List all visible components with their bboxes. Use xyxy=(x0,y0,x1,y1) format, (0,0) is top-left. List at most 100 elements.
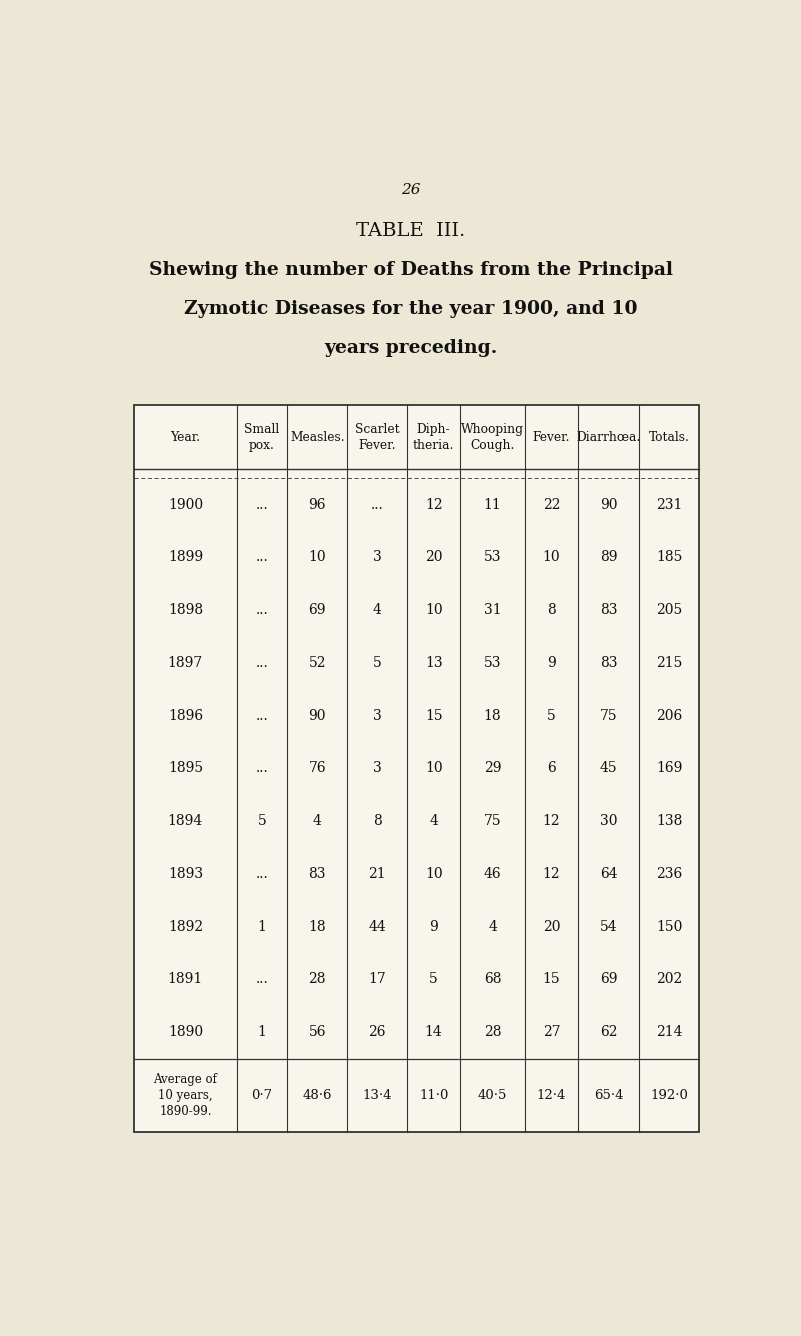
Text: Fever.: Fever. xyxy=(533,430,570,444)
Text: 1894: 1894 xyxy=(167,814,203,828)
Text: Totals.: Totals. xyxy=(649,430,690,444)
Text: 75: 75 xyxy=(600,708,618,723)
Text: 3: 3 xyxy=(372,762,381,775)
Text: 9: 9 xyxy=(547,656,556,669)
Text: 4: 4 xyxy=(372,603,381,617)
Text: 9: 9 xyxy=(429,919,438,934)
Text: 30: 30 xyxy=(600,814,618,828)
Text: 1898: 1898 xyxy=(168,603,203,617)
Text: ...: ... xyxy=(256,497,268,512)
Text: ...: ... xyxy=(256,973,268,986)
Text: 1900: 1900 xyxy=(168,497,203,512)
Text: 69: 69 xyxy=(600,973,618,986)
Text: 11: 11 xyxy=(484,497,501,512)
Text: 12: 12 xyxy=(542,867,560,880)
Text: 3: 3 xyxy=(372,708,381,723)
Text: 26: 26 xyxy=(400,183,421,196)
Text: 56: 56 xyxy=(308,1025,326,1039)
Text: 69: 69 xyxy=(308,603,326,617)
Text: 1899: 1899 xyxy=(168,550,203,564)
Text: 169: 169 xyxy=(656,762,682,775)
Text: Shewing the number of Deaths from the Principal: Shewing the number of Deaths from the Pr… xyxy=(148,261,673,279)
Text: 40·5: 40·5 xyxy=(478,1089,507,1102)
Text: 22: 22 xyxy=(542,497,560,512)
Text: years preceding.: years preceding. xyxy=(324,339,497,357)
Text: 29: 29 xyxy=(484,762,501,775)
Text: 53: 53 xyxy=(484,550,501,564)
Text: 10: 10 xyxy=(425,762,442,775)
Text: Diph-
theria.: Diph- theria. xyxy=(413,422,454,452)
Text: 8: 8 xyxy=(547,603,556,617)
Text: 46: 46 xyxy=(484,867,501,880)
Text: 20: 20 xyxy=(542,919,560,934)
Text: 5: 5 xyxy=(547,708,556,723)
Text: 1891: 1891 xyxy=(167,973,203,986)
Text: 150: 150 xyxy=(656,919,682,934)
Text: 64: 64 xyxy=(600,867,618,880)
Text: 13: 13 xyxy=(425,656,442,669)
Text: 138: 138 xyxy=(656,814,682,828)
Text: 1897: 1897 xyxy=(167,656,203,669)
Text: Zymotic Diseases for the year 1900, and 10: Zymotic Diseases for the year 1900, and … xyxy=(183,301,638,318)
Text: 13·4: 13·4 xyxy=(363,1089,392,1102)
Text: 236: 236 xyxy=(656,867,682,880)
Text: 18: 18 xyxy=(484,708,501,723)
Text: 6: 6 xyxy=(547,762,556,775)
Text: 96: 96 xyxy=(308,497,326,512)
Text: 44: 44 xyxy=(368,919,386,934)
Text: 48·6: 48·6 xyxy=(303,1089,332,1102)
Text: 192·0: 192·0 xyxy=(650,1089,688,1102)
Text: 5: 5 xyxy=(372,656,381,669)
Text: Small
pox.: Small pox. xyxy=(244,422,280,452)
Text: 4: 4 xyxy=(313,814,322,828)
Text: 15: 15 xyxy=(425,708,442,723)
Text: 17: 17 xyxy=(368,973,386,986)
Text: 1893: 1893 xyxy=(168,867,203,880)
Text: 12: 12 xyxy=(425,497,442,512)
Text: 5: 5 xyxy=(429,973,438,986)
Text: 1895: 1895 xyxy=(168,762,203,775)
Text: 206: 206 xyxy=(656,708,682,723)
Text: 45: 45 xyxy=(600,762,618,775)
Text: 83: 83 xyxy=(600,656,618,669)
Text: 62: 62 xyxy=(600,1025,618,1039)
Text: 83: 83 xyxy=(600,603,618,617)
Text: Measles.: Measles. xyxy=(290,430,344,444)
Text: ...: ... xyxy=(256,867,268,880)
Text: Year.: Year. xyxy=(171,430,200,444)
Text: 20: 20 xyxy=(425,550,442,564)
Text: 4: 4 xyxy=(488,919,497,934)
Text: 185: 185 xyxy=(656,550,682,564)
Text: 8: 8 xyxy=(372,814,381,828)
Text: 65·4: 65·4 xyxy=(594,1089,623,1102)
Text: 1: 1 xyxy=(257,919,267,934)
Text: ...: ... xyxy=(256,762,268,775)
Bar xyxy=(135,405,699,1133)
Text: 10: 10 xyxy=(542,550,560,564)
Text: 90: 90 xyxy=(308,708,326,723)
Text: 10: 10 xyxy=(425,867,442,880)
Text: TABLE  III.: TABLE III. xyxy=(356,222,465,240)
Text: 26: 26 xyxy=(368,1025,386,1039)
Text: 5: 5 xyxy=(258,814,266,828)
Text: 53: 53 xyxy=(484,656,501,669)
Text: ...: ... xyxy=(256,708,268,723)
Text: 31: 31 xyxy=(484,603,501,617)
Text: 52: 52 xyxy=(308,656,326,669)
Text: Whooping
Cough.: Whooping Cough. xyxy=(461,422,524,452)
Text: 4: 4 xyxy=(429,814,438,828)
Text: 90: 90 xyxy=(600,497,618,512)
Text: 11·0: 11·0 xyxy=(419,1089,449,1102)
Text: ...: ... xyxy=(256,603,268,617)
Text: Scarlet
Fever.: Scarlet Fever. xyxy=(355,422,400,452)
Text: 83: 83 xyxy=(308,867,326,880)
Text: 89: 89 xyxy=(600,550,618,564)
Text: 214: 214 xyxy=(656,1025,682,1039)
Text: 1892: 1892 xyxy=(168,919,203,934)
Text: 205: 205 xyxy=(656,603,682,617)
Text: ...: ... xyxy=(256,550,268,564)
Text: 68: 68 xyxy=(484,973,501,986)
Text: 1890: 1890 xyxy=(168,1025,203,1039)
Text: 18: 18 xyxy=(308,919,326,934)
Text: 12·4: 12·4 xyxy=(537,1089,566,1102)
